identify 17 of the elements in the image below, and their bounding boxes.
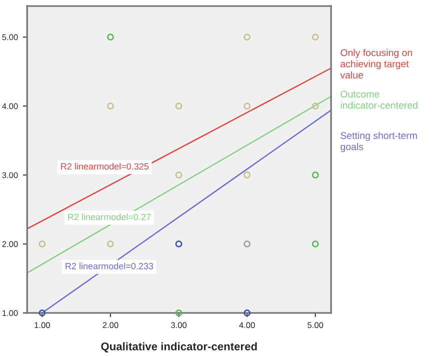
annotation: R2 linearmodel=0.27 <box>68 214 151 220</box>
x-tick-label: 1.00 <box>34 322 50 328</box>
y-tick-label: 5.00 <box>2 34 18 40</box>
y-tick-label: 4.00 <box>2 103 18 110</box>
x-tick-label: 5.00 <box>308 322 324 328</box>
annotation: R2 linearmodel=0.325 <box>61 162 149 170</box>
series-label: Outcome indicator-centered <box>340 90 418 109</box>
y-tick-label: 1.00 <box>2 310 18 316</box>
x-tick-label: 2.00 <box>102 322 118 328</box>
x-tick-label: 3.00 <box>170 322 187 328</box>
text: Setting short-term goals <box>340 132 417 152</box>
x-tick-label: 4.00 <box>239 322 255 328</box>
y-tick-label: 3.00 <box>2 172 18 178</box>
x-axis-title: Qualitative indicator-centered <box>101 342 257 352</box>
series-label: Only focusing on achieving target value <box>340 49 412 79</box>
y-tick-label: 2.00 <box>2 241 18 248</box>
annotation: R2 linearmodel=0.233 <box>66 262 154 270</box>
